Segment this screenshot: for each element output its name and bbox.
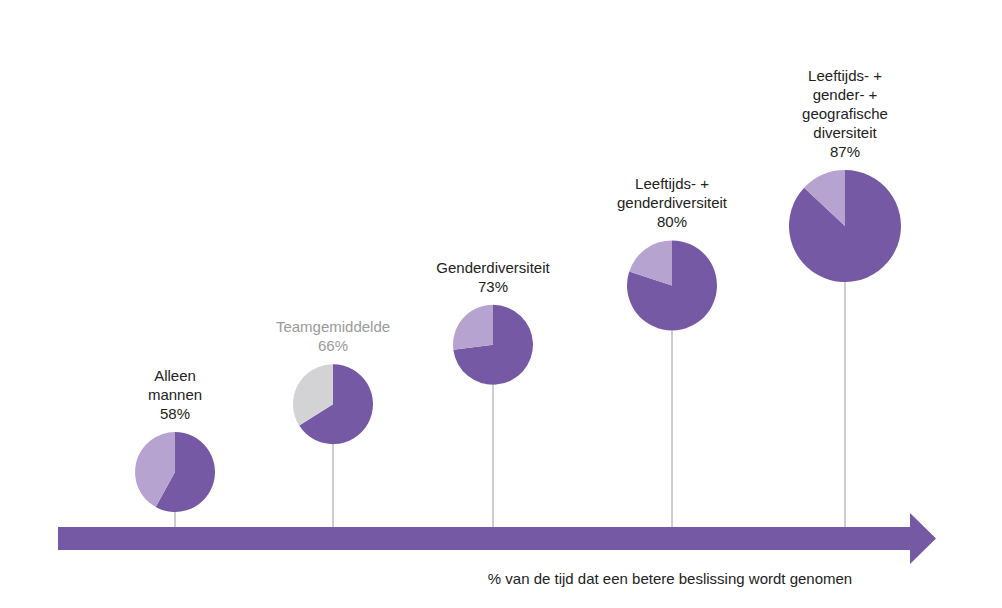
svg-text:80%: 80% <box>657 213 687 230</box>
svg-text:mannen: mannen <box>148 386 202 403</box>
svg-text:gender- +: gender- + <box>813 86 878 103</box>
svg-text:58%: 58% <box>160 405 190 422</box>
svg-text:Alleen: Alleen <box>154 367 196 384</box>
svg-text:diversiteit: diversiteit <box>813 124 877 141</box>
svg-text:% van de tijd dat een betere b: % van de tijd dat een betere beslissing … <box>488 570 852 587</box>
svg-text:Leeftijds- +: Leeftijds- + <box>808 67 882 84</box>
svg-text:genderdiversiteit: genderdiversiteit <box>617 194 728 211</box>
svg-text:66%: 66% <box>318 337 348 354</box>
svg-text:73%: 73% <box>478 278 508 295</box>
svg-text:Teamgemiddelde: Teamgemiddelde <box>276 318 390 335</box>
svg-text:geografische: geografische <box>802 105 888 122</box>
svg-text:87%: 87% <box>830 143 860 160</box>
svg-text:Genderdiversiteit: Genderdiversiteit <box>436 259 550 276</box>
svg-text:Leeftijds- +: Leeftijds- + <box>635 175 709 192</box>
